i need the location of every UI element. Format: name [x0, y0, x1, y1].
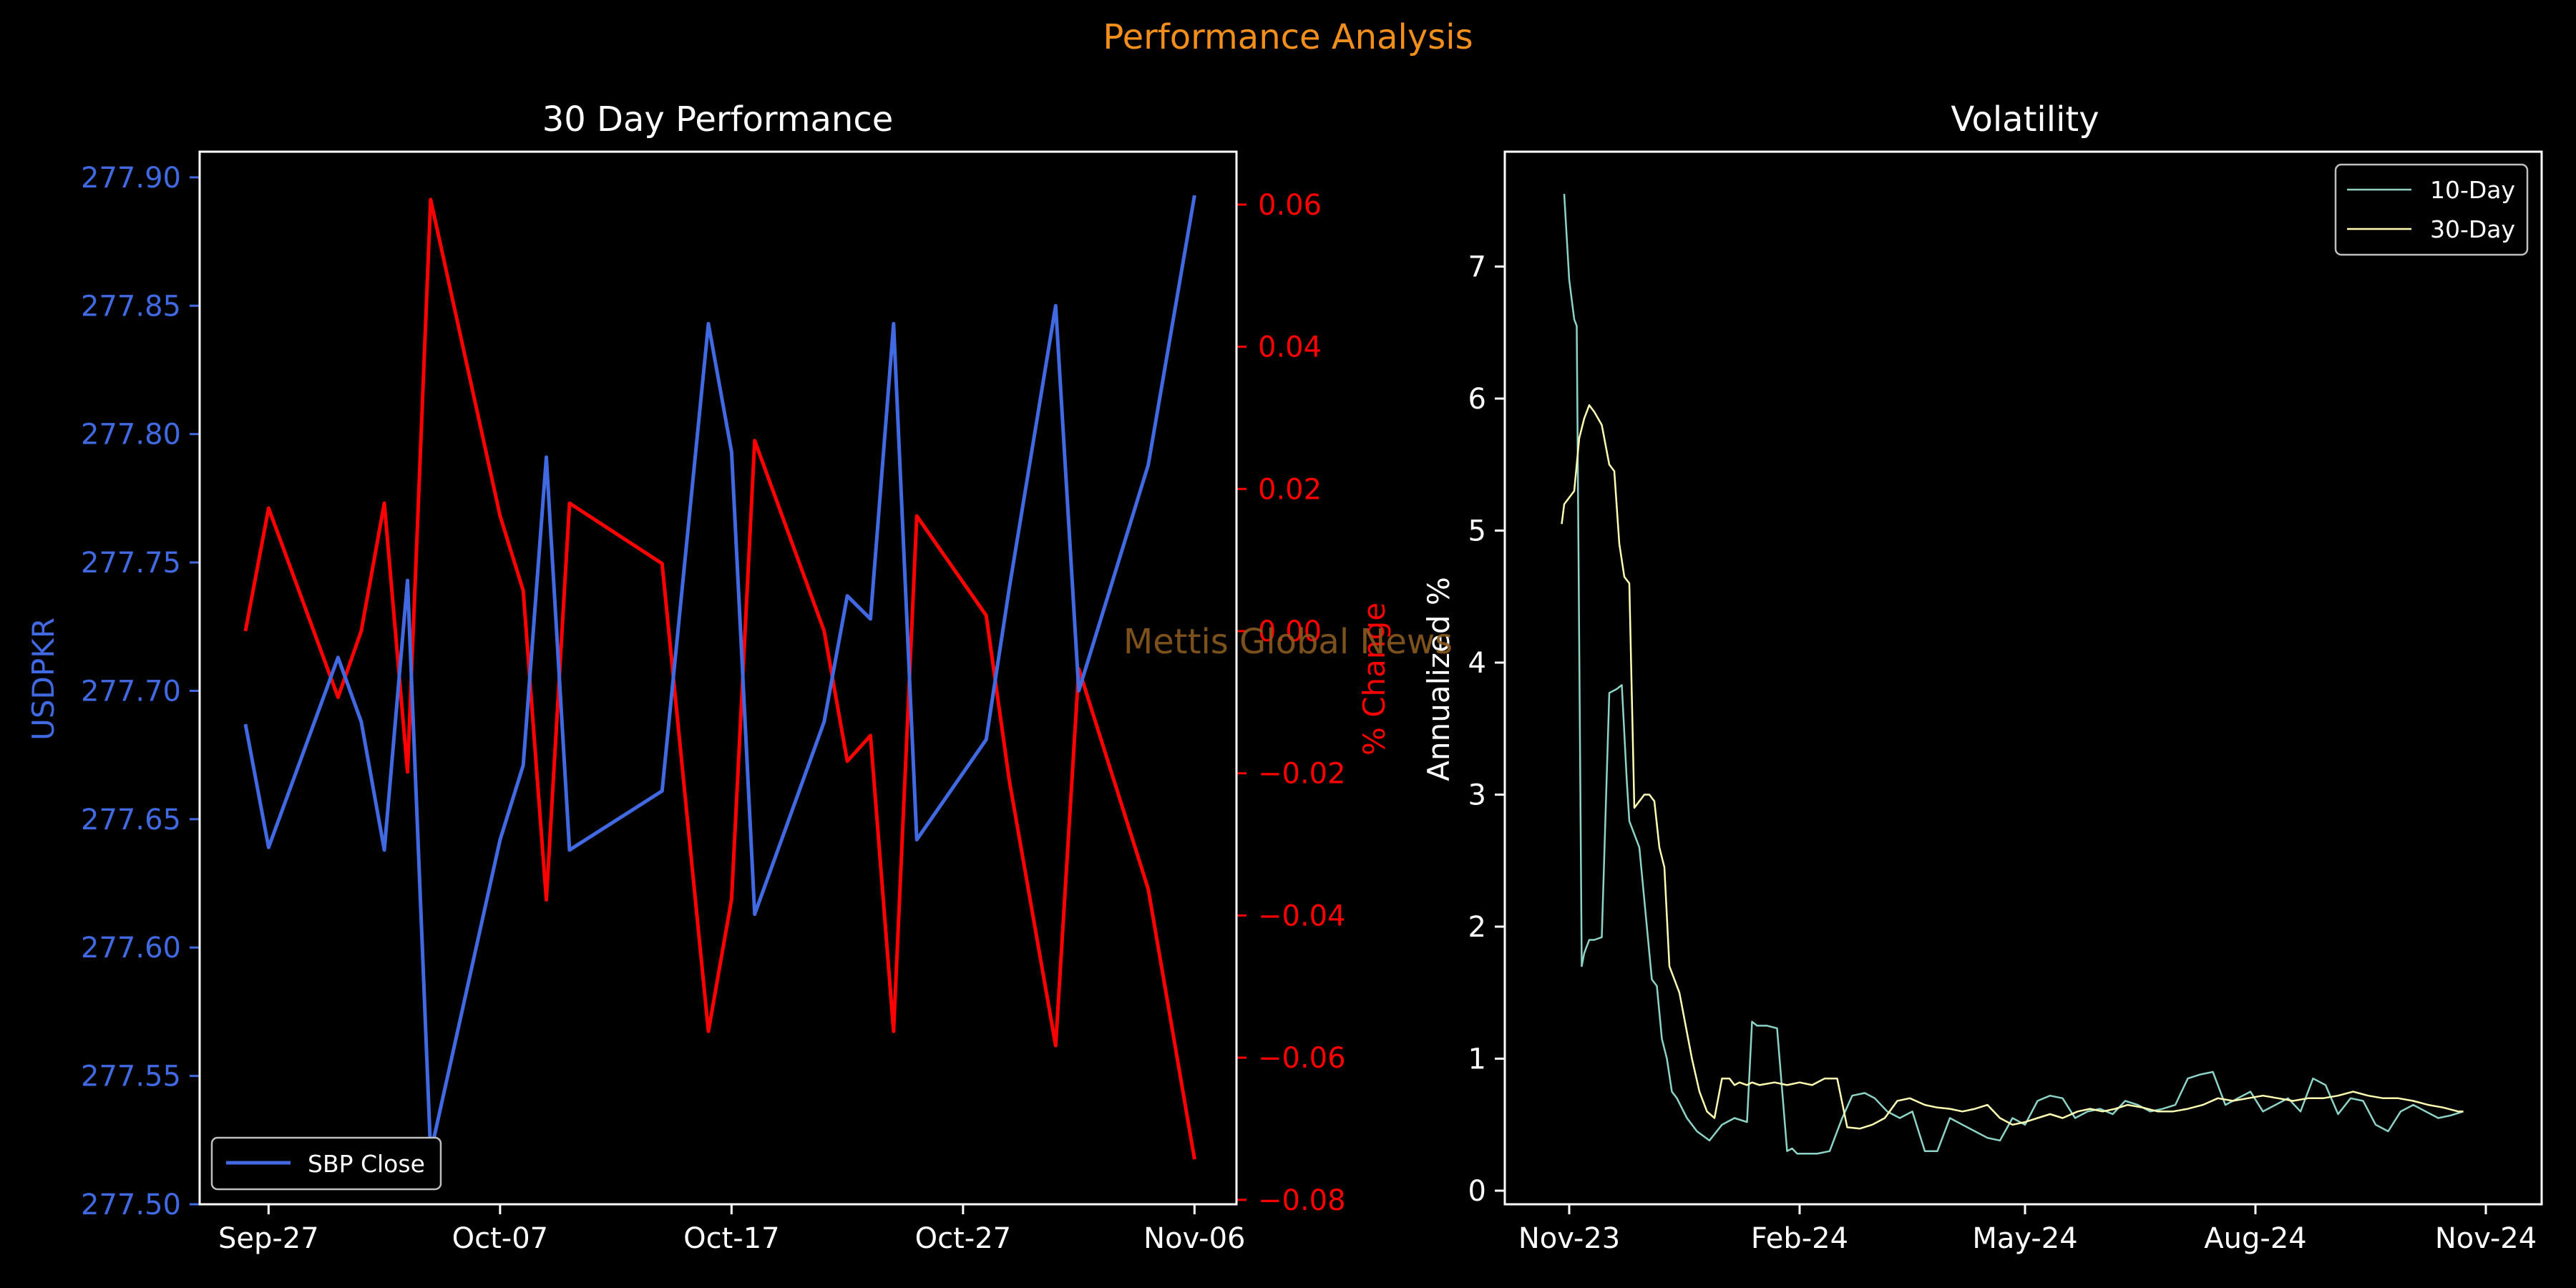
performance-legend-label: SBP Close [308, 1150, 425, 1178]
performance-x-tick-label: Oct-27 [915, 1222, 1012, 1255]
performance-y-right-tick-label: −0.08 [1258, 1184, 1346, 1217]
performance-y-right-tick-label: −0.06 [1258, 1042, 1346, 1075]
volatility-30-day-line [1561, 404, 2464, 1130]
performance-chart: 30 Day Performance 277.50277.55277.60277… [26, 99, 1392, 1255]
performance-y-right-tick-label: 0.00 [1258, 615, 1322, 648]
volatility-chart-title: Volatility [1951, 99, 2099, 140]
volatility-chart: Volatility 0 1 2 3 4 5 6 7 Nov-23 Feb-24 May-24 Au… [1421, 99, 2543, 1255]
volatility-x-tick-label: Nov-23 [1518, 1222, 1620, 1255]
performance-y-ticks: 277.50 277.55 277.60 277.65 277.70 277.75 277.… [81, 162, 200, 1221]
volatility-y-tick-label: 6 [1468, 383, 1486, 416]
performance-y-right-tick-label: −0.04 [1258, 899, 1346, 932]
performance-y-tick-label: 277.55 [81, 1060, 181, 1093]
volatility-x-tick-label: Feb-24 [1751, 1222, 1848, 1255]
performance-y-tick-label: 277.90 [81, 162, 181, 195]
performance-chart-title: 30 Day Performance [542, 99, 894, 140]
performance-x-ticks: Sep-27 Oct-07 Oct-17 Oct-27 Nov-06 [218, 1204, 1246, 1255]
performance-x-tick-label: Sep-27 [218, 1222, 319, 1255]
volatility-y-ticks: 0 1 2 3 4 5 6 7 [1468, 251, 1505, 1208]
volatility-legend-box [2334, 163, 2529, 256]
performance-legend: SBP Close [210, 1136, 442, 1191]
volatility-y-tick-label: 5 [1468, 515, 1486, 548]
volatility-y-tick-label: 0 [1468, 1175, 1486, 1208]
performance-x-tick-label: Nov-06 [1143, 1222, 1245, 1255]
volatility-legend: 10-Day 30-Day [2334, 163, 2529, 256]
performance-y-right-tick-label: −0.02 [1258, 758, 1346, 791]
volatility-x-tick-label: May-24 [1972, 1222, 2077, 1255]
performance-lines [243, 195, 1196, 1160]
performance-y-right-tick-label: 0.06 [1258, 189, 1322, 222]
volatility-y-tick-label: 3 [1468, 779, 1486, 812]
pct-change-line [243, 197, 1196, 1160]
performance-y-tick-label: 277.65 [81, 804, 181, 836]
volatility-legend-label-30-day: 30-Day [2430, 215, 2515, 243]
performance-y-tick-label: 277.85 [81, 290, 181, 323]
sbp-close-line [243, 195, 1196, 1155]
performance-y-tick-label: 277.80 [81, 419, 181, 452]
volatility-legend-label-10-day: 10-Day [2430, 176, 2515, 204]
volatility-y-tick-label: 2 [1468, 911, 1486, 944]
performance-y-right-ticks: 0.06 0.04 0.02 0.00 −0.02 −0.04 −0.06 −0.08 [1236, 189, 1346, 1217]
performance-x-tick-label: Oct-07 [452, 1222, 549, 1255]
volatility-lines [1561, 193, 2464, 1155]
performance-y-right-label: % Change [1357, 602, 1392, 756]
performance-y-tick-label: 277.70 [81, 675, 181, 708]
performance-y-right-tick-label: 0.02 [1258, 473, 1322, 506]
performance-y-tick-label: 277.50 [81, 1189, 181, 1221]
performance-x-tick-label: Oct-17 [683, 1222, 780, 1255]
performance-y-tick-label: 277.75 [81, 547, 181, 580]
figure-title: Performance Analysis [1103, 17, 1473, 57]
volatility-y-tick-label: 1 [1468, 1043, 1486, 1076]
performance-y-label: USDPKR [26, 618, 61, 741]
volatility-x-tick-label: Aug-24 [2204, 1222, 2306, 1255]
volatility-y-tick-label: 4 [1468, 647, 1486, 680]
volatility-10-day-line [1563, 193, 2464, 1155]
performance-y-right-tick-label: 0.04 [1258, 331, 1322, 364]
performance-plot-frame [198, 150, 1238, 1206]
volatility-y-label: Annualized % [1421, 577, 1456, 781]
volatility-x-tick-label: Nov-24 [2435, 1222, 2537, 1255]
watermark-text: Mettis Global News [1123, 622, 1453, 662]
performance-y-tick-label: 277.60 [81, 932, 181, 965]
performance-legend-box [210, 1136, 442, 1191]
volatility-plot-frame [1503, 150, 2543, 1206]
volatility-y-tick-label: 7 [1468, 251, 1486, 284]
volatility-x-ticks: Nov-23 Feb-24 May-24 Aug-24 Nov-24 [1518, 1204, 2537, 1255]
